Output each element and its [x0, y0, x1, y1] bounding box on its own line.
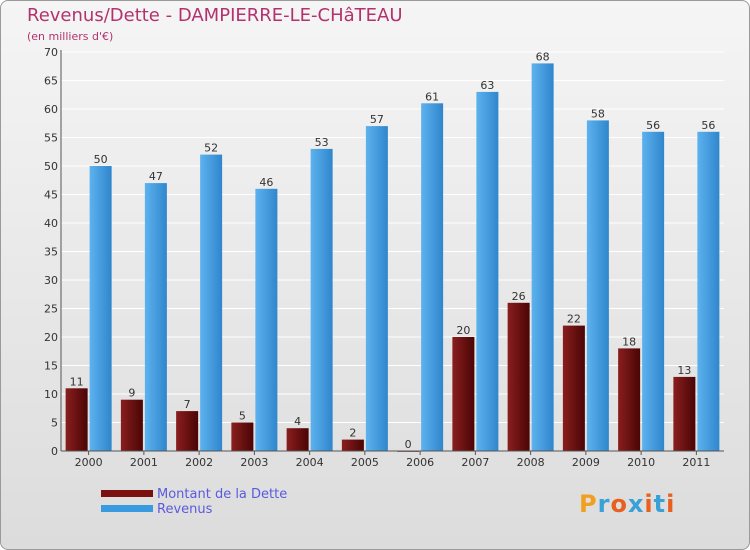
- x-tick-label: 2007: [461, 456, 489, 469]
- data-label-revenue: 46: [259, 176, 273, 189]
- data-label-revenue: 56: [701, 119, 715, 132]
- y-tick-label: 10: [44, 388, 58, 401]
- y-tick-label: 5: [51, 417, 58, 430]
- data-label-debt: 18: [622, 335, 636, 348]
- x-tick-label: 2008: [517, 456, 545, 469]
- data-label-debt: 20: [456, 324, 470, 337]
- data-label-revenue: 52: [204, 142, 218, 155]
- bar-debt: [452, 337, 475, 451]
- y-tick-label: 20: [44, 331, 58, 344]
- data-label-debt: 22: [567, 313, 581, 326]
- data-label-debt: 5: [239, 410, 246, 423]
- logo-letter: i: [644, 490, 654, 518]
- legend-swatch-debt: [101, 490, 153, 497]
- bar-revenue: [421, 103, 444, 452]
- bar-debt: [65, 388, 88, 451]
- data-label-revenue: 57: [370, 113, 384, 126]
- x-tick-label: 2000: [75, 456, 103, 469]
- bar-debt: [562, 325, 585, 451]
- y-tick-label: 45: [44, 189, 58, 202]
- y-tick-label: 30: [44, 274, 58, 287]
- data-label-revenue: 56: [646, 119, 660, 132]
- y-tick-label: 15: [44, 360, 58, 373]
- bar-revenue: [255, 188, 278, 452]
- logo-letter: x: [627, 490, 645, 518]
- bar-debt: [507, 302, 530, 451]
- data-label-revenue: 50: [94, 153, 108, 166]
- data-label-debt: 0: [405, 438, 412, 451]
- data-label-revenue: 63: [480, 79, 494, 92]
- logo-letter: t: [653, 490, 667, 518]
- bar-revenue: [697, 131, 720, 452]
- logo-letter: o: [610, 490, 628, 518]
- x-tick-label: 2011: [682, 456, 710, 469]
- x-tick-label: 2004: [296, 456, 324, 469]
- chart-title: Revenus/Dette - DAMPIERRE-LE-CHâTEAU: [27, 5, 403, 26]
- legend-label-revenue: Revenus: [157, 502, 213, 517]
- legend-swatch-revenue: [101, 505, 153, 512]
- legend-label-debt: Montant de la Dette: [157, 487, 288, 502]
- x-tick-label: 2001: [130, 456, 158, 469]
- bar-debt: [673, 376, 696, 451]
- data-label-revenue: 47: [149, 170, 163, 183]
- y-tick-label: 55: [44, 132, 58, 145]
- bar-revenue: [144, 183, 167, 451]
- logo-letter: r: [597, 490, 611, 518]
- data-label-debt: 13: [677, 364, 691, 377]
- x-tick-label: 2010: [627, 456, 655, 469]
- data-label-debt: 26: [512, 290, 526, 303]
- x-tick-label: 2006: [406, 456, 434, 469]
- y-tick-label: 60: [44, 103, 58, 116]
- x-tick-label: 2005: [351, 456, 379, 469]
- bar-revenue: [476, 91, 499, 452]
- y-tick-label: 0: [51, 445, 58, 458]
- y-tick-label: 35: [44, 246, 58, 259]
- bar-revenue: [310, 148, 333, 451]
- y-tick-label: 50: [44, 160, 58, 173]
- bar-debt: [341, 439, 364, 451]
- y-tick-label: 70: [44, 46, 58, 59]
- bar-debt: [120, 399, 143, 451]
- bar-debt: [231, 422, 254, 451]
- x-tick-label: 2003: [240, 456, 268, 469]
- bar-revenue: [89, 166, 112, 451]
- x-tick-label: 2009: [572, 456, 600, 469]
- y-tick-label: 40: [44, 217, 58, 230]
- bar-revenue: [365, 126, 388, 451]
- chart-subtitle: (en milliers d'€): [27, 30, 114, 43]
- data-label-revenue: 58: [591, 107, 605, 120]
- data-label-debt: 9: [128, 387, 135, 400]
- data-label-debt: 4: [294, 415, 301, 428]
- bar-debt: [618, 348, 641, 451]
- data-label-debt: 11: [70, 375, 84, 388]
- data-label-revenue: 53: [315, 136, 329, 149]
- logo-letter: i: [666, 490, 676, 518]
- data-label-revenue: 61: [425, 90, 439, 103]
- y-tick-label: 25: [44, 303, 58, 316]
- bar-revenue: [531, 63, 554, 452]
- logo-letter: P: [579, 490, 598, 518]
- proxiti-logo: Proxiti: [579, 490, 675, 518]
- data-label-revenue: 68: [536, 50, 550, 63]
- data-label-debt: 7: [184, 398, 191, 411]
- data-label-debt: 2: [349, 427, 356, 440]
- bar-revenue: [200, 154, 223, 451]
- bar-debt: [286, 428, 309, 451]
- bar-revenue: [642, 131, 665, 452]
- x-tick-label: 2002: [185, 456, 213, 469]
- bar-debt: [176, 411, 199, 451]
- bar-revenue: [586, 120, 609, 452]
- y-tick-label: 65: [44, 75, 58, 88]
